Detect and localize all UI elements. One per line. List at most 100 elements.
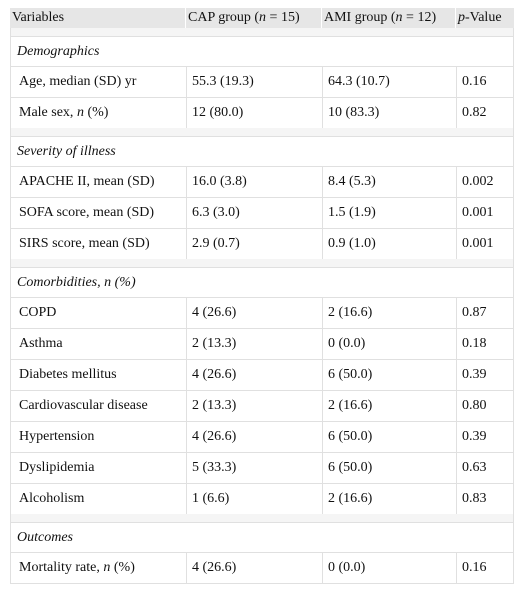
row-p-value: 0.63 bbox=[456, 452, 514, 483]
section-spacer bbox=[10, 128, 514, 136]
row-p-value: 0.82 bbox=[456, 97, 514, 128]
row-cap-value: 2 (13.3) bbox=[186, 328, 322, 359]
row-cap-value: 2.9 (0.7) bbox=[186, 228, 322, 259]
row-cap-value: 5 (33.3) bbox=[186, 452, 322, 483]
row-p-value: 0.39 bbox=[456, 421, 514, 452]
row-ami-value: 0 (0.0) bbox=[322, 328, 456, 359]
section-title: Severity of illness bbox=[10, 136, 514, 166]
table-row: Asthma 2 (13.3) 0 (0.0) 0.18 bbox=[10, 328, 514, 359]
table-row: Mortality rate, n (%) 4 (26.6) 0 (0.0) 0.16 bbox=[10, 552, 514, 584]
row-label-text: COPD bbox=[19, 305, 57, 320]
row-p-value: 0.16 bbox=[456, 66, 514, 97]
row-label-text: Diabetes mellitus bbox=[19, 367, 117, 382]
table-row: Hypertension 4 (26.6) 6 (50.0) 0.39 bbox=[10, 421, 514, 452]
section-spacer bbox=[10, 28, 514, 36]
row-cap-value: 4 (26.6) bbox=[186, 359, 322, 390]
table-header: Variables CAP group (n = 15) AMI group (… bbox=[10, 8, 514, 28]
row-label-italic: n bbox=[103, 560, 111, 575]
row-p-value: 0.87 bbox=[456, 297, 514, 328]
row-variable-label: Mortality rate, n (%) bbox=[10, 552, 186, 584]
row-ami-value: 2 (16.6) bbox=[322, 297, 456, 328]
table-row: Diabetes mellitus 4 (26.6) 6 (50.0) 0.39 bbox=[10, 359, 514, 390]
row-cap-value: 6.3 (3.0) bbox=[186, 197, 322, 228]
row-cap-value: 12 (80.0) bbox=[186, 97, 322, 128]
section-title: Demographics bbox=[10, 36, 514, 66]
table-row: SOFA score, mean (SD) 6.3 (3.0) 1.5 (1.9) 0… bbox=[10, 197, 514, 228]
row-label-text: Dyslipidemia bbox=[19, 460, 95, 475]
row-variable-label: Age, median (SD) yr bbox=[10, 66, 186, 97]
header-p-value: p-Value bbox=[456, 8, 514, 28]
row-label-text: Asthma bbox=[19, 336, 63, 351]
table-row: COPD 4 (26.6) 2 (16.6) 0.87 bbox=[10, 297, 514, 328]
table-row: Alcoholism 1 (6.6) 2 (16.6) 0.83 bbox=[10, 483, 514, 514]
row-ami-value: 2 (16.6) bbox=[322, 483, 456, 514]
section-spacer-cell bbox=[10, 28, 514, 36]
row-cap-value: 1 (6.6) bbox=[186, 483, 322, 514]
table-row: Age, median (SD) yr 55.3 (19.3) 64.3 (10.7… bbox=[10, 66, 514, 97]
table-row: APACHE II, mean (SD) 16.0 (3.8) 8.4 (5.3) 0… bbox=[10, 166, 514, 197]
row-label-text: Male sex, bbox=[19, 105, 77, 120]
row-ami-value: 10 (83.3) bbox=[322, 97, 456, 128]
section-header-row: Demographics bbox=[10, 36, 514, 66]
row-variable-label: SIRS score, mean (SD) bbox=[10, 228, 186, 259]
section-header-row: Outcomes bbox=[10, 522, 514, 552]
row-variable-label: COPD bbox=[10, 297, 186, 328]
table-row: SIRS score, mean (SD) 2.9 (0.7) 0.9 (1.0) 0… bbox=[10, 228, 514, 259]
table-row: Male sex, n (%) 12 (80.0) 10 (83.3) 0.82 bbox=[10, 97, 514, 128]
row-p-value: 0.002 bbox=[456, 166, 514, 197]
section-header-row: Severity of illness bbox=[10, 136, 514, 166]
header-variables-text: Variables bbox=[12, 10, 65, 25]
table-body: Demographics Age, median (SD) yr 55.3 (19.… bbox=[10, 28, 514, 584]
row-ami-value: 0 (0.0) bbox=[322, 552, 456, 584]
row-p-value: 0.83 bbox=[456, 483, 514, 514]
row-label-suffix: (%) bbox=[110, 560, 135, 575]
row-p-value: 0.001 bbox=[456, 197, 514, 228]
section-spacer bbox=[10, 259, 514, 267]
comparison-table: Variables CAP group (n = 15) AMI group (… bbox=[10, 8, 514, 584]
row-cap-value: 4 (26.6) bbox=[186, 297, 322, 328]
section-title: Outcomes bbox=[10, 522, 514, 552]
row-ami-value: 1.5 (1.9) bbox=[322, 197, 456, 228]
section-title: Comorbidities, n (%) bbox=[10, 267, 514, 297]
row-variable-label: SOFA score, mean (SD) bbox=[10, 197, 186, 228]
section-spacer-cell bbox=[10, 128, 514, 136]
row-p-value: 0.39 bbox=[456, 359, 514, 390]
header-cap-prefix: CAP group ( bbox=[188, 10, 260, 25]
row-variable-label: APACHE II, mean (SD) bbox=[10, 166, 186, 197]
row-ami-value: 6 (50.0) bbox=[322, 359, 456, 390]
row-label-text: Age, median (SD) yr bbox=[19, 74, 137, 89]
table-row: Dyslipidemia 5 (33.3) 6 (50.0) 0.63 bbox=[10, 452, 514, 483]
row-variable-label: Male sex, n (%) bbox=[10, 97, 186, 128]
header-ami-n: n bbox=[395, 10, 403, 25]
table-row: Cardiovascular disease 2 (13.3) 2 (16.6) 0.… bbox=[10, 390, 514, 421]
row-ami-value: 6 (50.0) bbox=[322, 421, 456, 452]
row-ami-value: 2 (16.6) bbox=[322, 390, 456, 421]
header-p-suffix: -Value bbox=[465, 10, 502, 25]
row-variable-label: Hypertension bbox=[10, 421, 186, 452]
row-cap-value: 4 (26.6) bbox=[186, 552, 322, 584]
section-spacer-cell bbox=[10, 514, 514, 522]
row-label-italic: n bbox=[76, 105, 84, 120]
row-cap-value: 16.0 (3.8) bbox=[186, 166, 322, 197]
row-ami-value: 64.3 (10.7) bbox=[322, 66, 456, 97]
row-label-text: SOFA score, mean (SD) bbox=[19, 205, 155, 220]
row-cap-value: 2 (13.3) bbox=[186, 390, 322, 421]
row-p-value: 0.16 bbox=[456, 552, 514, 584]
row-label-text: SIRS score, mean (SD) bbox=[19, 236, 150, 251]
header-ami-suffix: = 12) bbox=[402, 10, 437, 25]
header-variables: Variables bbox=[10, 8, 186, 28]
row-variable-label: Asthma bbox=[10, 328, 186, 359]
header-ami-group: AMI group (n = 12) bbox=[322, 8, 456, 28]
row-label-text: APACHE II, mean (SD) bbox=[19, 174, 155, 189]
row-label-text: Cardiovascular disease bbox=[19, 398, 148, 413]
header-cap-suffix: = 15) bbox=[266, 10, 300, 25]
row-label-suffix: (%) bbox=[83, 105, 109, 120]
row-cap-value: 55.3 (19.3) bbox=[186, 66, 322, 97]
row-p-value: 0.80 bbox=[456, 390, 514, 421]
header-cap-group: CAP group (n = 15) bbox=[186, 8, 322, 28]
header-ami-prefix: AMI group ( bbox=[324, 10, 396, 25]
row-label-text: Alcoholism bbox=[19, 491, 85, 506]
row-variable-label: Cardiovascular disease bbox=[10, 390, 186, 421]
row-p-value: 0.18 bbox=[456, 328, 514, 359]
header-p-italic: p bbox=[458, 10, 465, 25]
